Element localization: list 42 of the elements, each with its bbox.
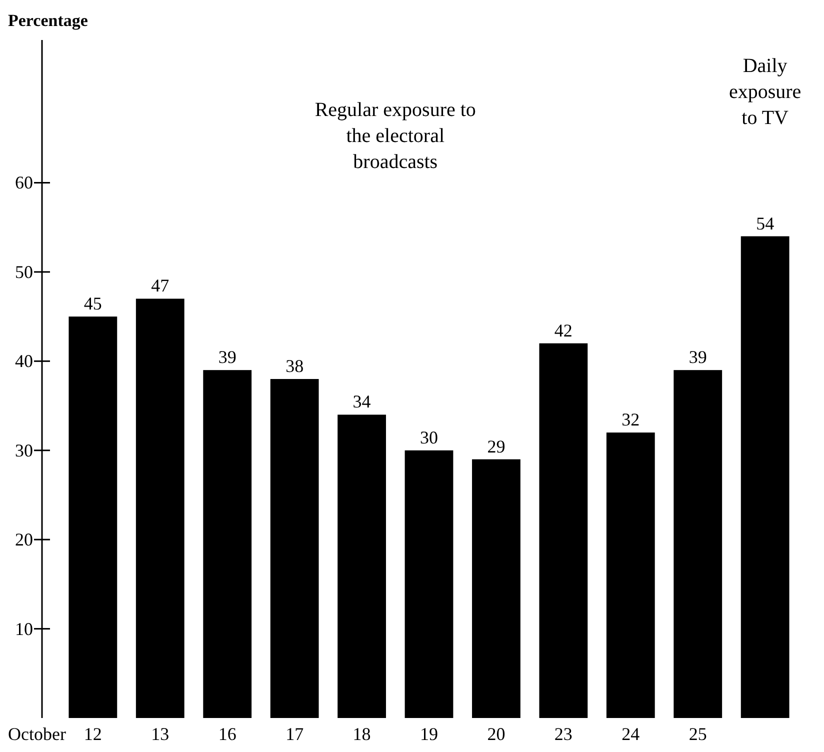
x-tick-label: 12 (84, 724, 102, 744)
data-label: 39 (688, 347, 707, 368)
x-tick-label: 20 (487, 724, 506, 744)
x-tick-label: 13 (151, 724, 170, 744)
x-tick-label: 25 (688, 724, 707, 744)
x-tick-label: 17 (286, 724, 304, 744)
x-tick-label: 16 (218, 724, 236, 744)
bar (338, 414, 386, 718)
bar (674, 370, 722, 718)
data-label: 38 (286, 356, 304, 376)
data-label: 47 (151, 276, 170, 296)
data-label: 54 (756, 213, 774, 234)
bar (136, 298, 184, 718)
data-label: 42 (554, 320, 572, 340)
y-tick-label: 10 (15, 618, 33, 639)
bar (539, 343, 588, 718)
data-label: 45 (84, 294, 102, 314)
bar (68, 316, 118, 718)
x-tick-label: 19 (420, 724, 438, 744)
y-tick-label: 40 (15, 351, 33, 372)
bar (606, 432, 655, 718)
bar (404, 450, 454, 718)
x-tick-label: 24 (622, 724, 640, 744)
data-label: 32 (622, 410, 640, 430)
y-tick-label: 50 (15, 262, 33, 282)
y-tick-label: 20 (15, 530, 33, 550)
bar (472, 459, 520, 718)
bar (740, 236, 790, 718)
y-axis-title: Percentage (8, 11, 88, 30)
data-label: 29 (487, 436, 506, 456)
annotation: Daily exposure to TV (728, 55, 802, 129)
data-label: 39 (218, 347, 236, 368)
data-label: 30 (420, 427, 438, 448)
bar (203, 370, 252, 718)
y-tick-label: 60 (15, 172, 33, 193)
annotation: Regular exposure to the electoral broadcasts (314, 99, 476, 173)
x-tick-label: 18 (352, 724, 371, 744)
x-tick-label: 23 (554, 724, 572, 744)
data-label: 34 (352, 392, 371, 412)
y-tick-label: 30 (15, 440, 33, 460)
x-axis-title: October (8, 724, 66, 744)
bar (270, 379, 319, 718)
